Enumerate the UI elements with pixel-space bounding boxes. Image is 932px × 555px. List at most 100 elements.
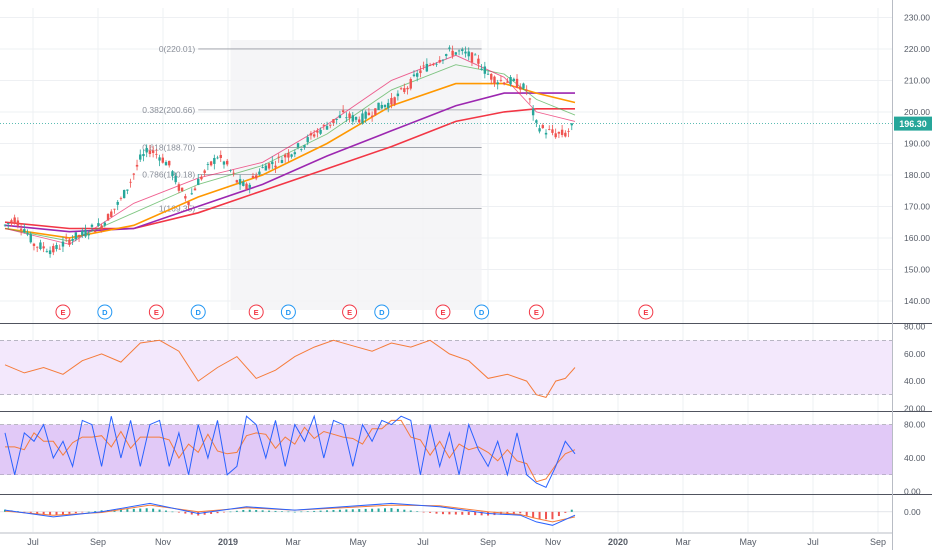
rsi-tick-label: 40.00 (904, 376, 926, 386)
candle-body (422, 66, 424, 67)
candle-body (464, 52, 466, 54)
candle-body (538, 128, 540, 131)
macd-histogram-bar (390, 508, 392, 512)
candle-body (7, 223, 9, 224)
candle-body (358, 119, 360, 122)
candle-body (200, 177, 202, 180)
candle-body (468, 51, 470, 56)
candle-body (46, 251, 48, 252)
macd-histogram-bar (378, 509, 380, 512)
candle-body (393, 97, 395, 104)
event-badge-label: E (254, 308, 259, 317)
macd-histogram-bar (358, 509, 360, 512)
candle-body (33, 244, 35, 246)
macd-histogram-bar (184, 512, 186, 514)
candle-body (319, 130, 321, 134)
candle-body (252, 176, 254, 178)
macd-histogram-bar (133, 509, 135, 512)
macd-histogram-bar (416, 511, 418, 512)
candle-body (326, 126, 328, 130)
candle-body (542, 125, 544, 128)
time-axis-label: May (739, 537, 757, 547)
macd-histogram-bar (352, 509, 354, 512)
macd-histogram-bar (81, 512, 83, 513)
candle-body (567, 131, 569, 132)
candle-body (445, 54, 447, 56)
candle-body (226, 161, 228, 165)
macd-histogram-bar (294, 512, 296, 513)
macd-histogram-bar (242, 510, 244, 512)
candle-body (84, 230, 86, 237)
macd-histogram-bar (320, 511, 322, 512)
macd-histogram-bar (551, 512, 553, 519)
time-axis-label: Sep (480, 537, 496, 547)
candle-body (477, 59, 479, 64)
candle-body (474, 55, 476, 56)
candle-body (332, 119, 334, 123)
candle-body (397, 94, 399, 97)
stochastic-tick-label: 0.00 (904, 486, 921, 496)
candle-body (374, 108, 376, 115)
candle-body (419, 70, 421, 73)
macd-histogram-bar (287, 512, 289, 513)
time-axis-label: Sep (90, 537, 106, 547)
candle-body (403, 88, 405, 92)
candle-body (42, 246, 44, 248)
candle-body (310, 133, 312, 135)
time-axis-label: Nov (155, 537, 172, 547)
macd-histogram-bar (519, 512, 521, 513)
macd-histogram-bar (88, 512, 90, 513)
candle-body (245, 184, 247, 189)
macd-histogram-bar (223, 512, 225, 513)
candle-body (68, 240, 70, 245)
last-price-label: 196.30 (899, 119, 927, 129)
macd-histogram-bar (171, 512, 173, 513)
candle-body (525, 90, 527, 91)
candle-body (117, 202, 119, 205)
candle-body (410, 79, 412, 89)
time-axis-label: 2020 (608, 537, 628, 547)
candle-body (406, 88, 408, 89)
stochastic-band (0, 425, 892, 475)
candle-body (255, 175, 257, 178)
macd-histogram-bar (178, 512, 180, 513)
candle-body (229, 170, 231, 171)
macd-histogram-bar (229, 512, 231, 513)
fib-level-label: 0(220.01) (159, 44, 196, 54)
rsi-pane[interactable] (0, 340, 892, 397)
candle-body (171, 171, 173, 176)
candle-body (329, 125, 331, 126)
candle-body (26, 233, 28, 234)
candle-body (290, 154, 292, 156)
macd-histogram-bar (339, 510, 341, 512)
candle-body (497, 82, 499, 84)
stochastic-tick-label: 80.00 (904, 420, 926, 430)
candle-body (532, 109, 534, 116)
candle-body (426, 64, 428, 72)
candle-body (455, 52, 457, 54)
time-axis-label: 2019 (218, 537, 238, 547)
candle-body (187, 202, 189, 205)
event-badge-label: D (379, 308, 385, 317)
candle-body (561, 130, 563, 135)
price-tick-label: 160.00 (904, 233, 930, 243)
price-tick-label: 230.00 (904, 12, 930, 22)
macd-tick-label: 0.00 (904, 507, 921, 517)
event-badge-label: E (60, 308, 65, 317)
macd-histogram-bar (146, 508, 148, 512)
candle-body (17, 220, 19, 225)
candle-body (368, 113, 370, 115)
candle-body (49, 250, 51, 254)
candle-body (129, 182, 131, 183)
candle-body (284, 155, 286, 158)
event-badge-label: D (196, 308, 202, 317)
candle-body (513, 79, 515, 81)
candle-body (554, 133, 556, 137)
macd-histogram-bar (371, 509, 373, 512)
macd-histogram-bar (165, 511, 167, 512)
candle-body (107, 214, 109, 221)
macd-histogram-bar (152, 509, 154, 512)
candle-body (133, 174, 135, 175)
